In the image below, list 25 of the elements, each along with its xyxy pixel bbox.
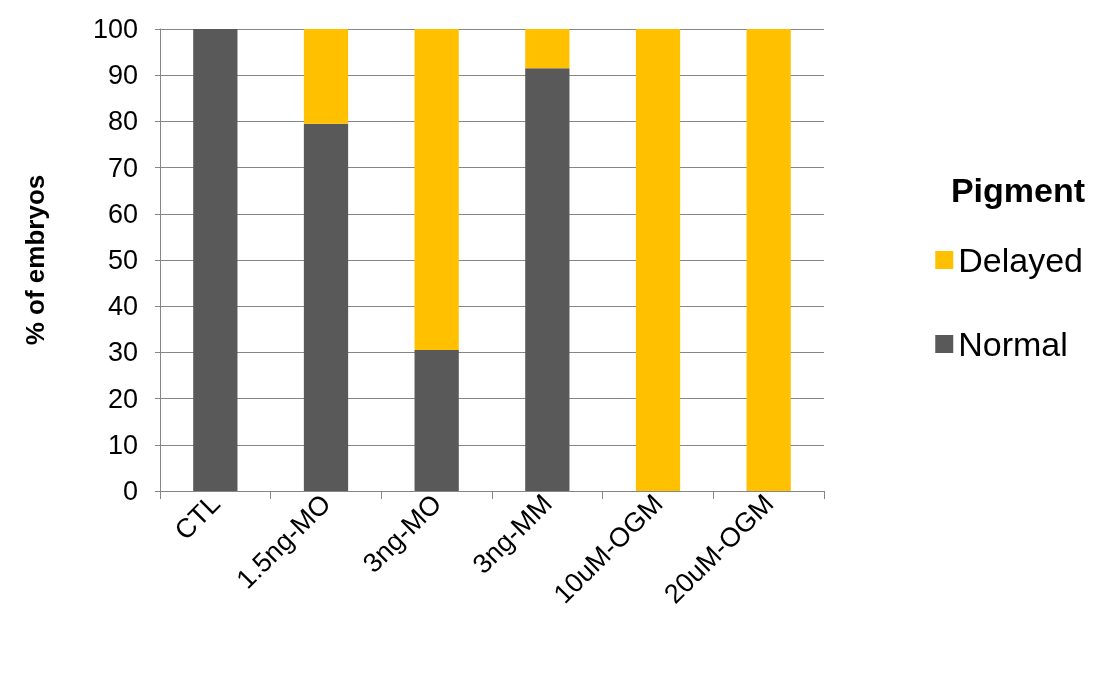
bar bbox=[414, 350, 459, 491]
bar bbox=[746, 29, 791, 491]
bar bbox=[303, 123, 349, 491]
y-tick-label: 10 bbox=[107, 429, 138, 460]
bar bbox=[635, 29, 681, 491]
y-tick-label: 50 bbox=[107, 245, 138, 275]
y-tick-label: 40 bbox=[107, 291, 138, 322]
y-tick-label: 60 bbox=[107, 198, 138, 229]
y-axis-title: % of embryos bbox=[20, 174, 50, 346]
y-tick-label: 30 bbox=[107, 337, 138, 368]
y-tick-label: 90 bbox=[107, 60, 138, 91]
bar bbox=[525, 29, 570, 69]
bar bbox=[193, 29, 238, 491]
x-tick-label: CTL bbox=[168, 488, 226, 546]
legend-label: Normal bbox=[958, 325, 1068, 363]
y-tick-label: 70 bbox=[107, 152, 138, 183]
y-tick-label: 20 bbox=[107, 383, 138, 414]
y-tick-label: 100 bbox=[92, 14, 138, 44]
bar bbox=[414, 29, 459, 351]
bar bbox=[303, 29, 349, 124]
bar bbox=[525, 68, 570, 491]
legend-title: Pigment bbox=[950, 171, 1085, 209]
y-tick-label: 0 bbox=[122, 476, 138, 506]
legend-label: Delayed bbox=[958, 241, 1084, 279]
y-tick-label: 80 bbox=[107, 106, 138, 137]
